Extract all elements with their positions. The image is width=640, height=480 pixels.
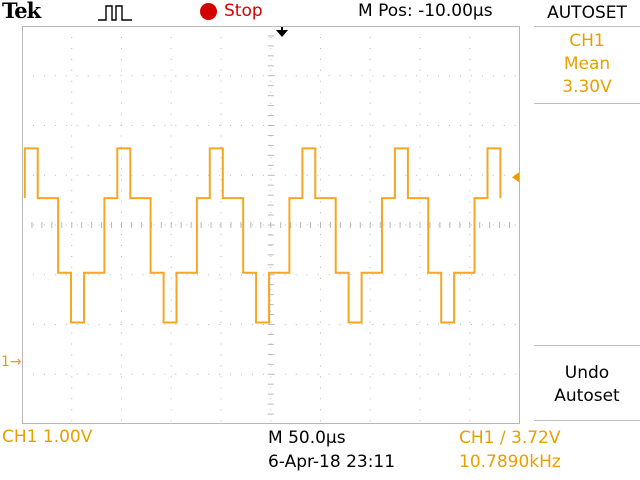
measurement-source: CH1 bbox=[569, 31, 605, 51]
autoset-label: Autoset bbox=[554, 386, 620, 406]
graticule-grid bbox=[22, 26, 520, 424]
single-pulse-icon bbox=[98, 5, 132, 21]
side-divider bbox=[534, 26, 640, 27]
ch1-ground-marker: 1→ bbox=[1, 354, 22, 370]
brand-logo: Tek bbox=[2, 0, 41, 23]
undo-label: Undo bbox=[564, 363, 610, 383]
measurement-value: 3.30V bbox=[562, 77, 612, 97]
timebase: M 50.0µs bbox=[268, 428, 346, 448]
side-divider bbox=[534, 103, 640, 104]
stop-status-icon bbox=[200, 3, 217, 20]
date-time: 6-Apr-18 23:11 bbox=[268, 452, 396, 472]
trigger-readout: CH1 ∕ 3.72V bbox=[459, 428, 561, 448]
side-menu: AUTOSET CH1 Mean 3.30V Undo Autoset bbox=[534, 0, 640, 480]
side-menu-title: AUTOSET bbox=[547, 3, 627, 23]
waveform-display bbox=[22, 26, 520, 424]
undo-autoset-button[interactable]: Undo Autoset bbox=[534, 350, 640, 410]
frequency-readout: 10.7890kHz bbox=[459, 452, 561, 472]
ch1-vertical-scale: CH1 1.00V bbox=[2, 427, 93, 447]
horizontal-position: M Pos: -10.00µs bbox=[358, 1, 493, 21]
ch1-trace bbox=[23, 147, 502, 324]
trigger-level-icon bbox=[512, 172, 519, 183]
run-status: Stop bbox=[224, 1, 263, 21]
side-divider bbox=[534, 345, 640, 346]
measurement-type: Mean bbox=[563, 54, 611, 74]
side-divider bbox=[534, 420, 640, 421]
